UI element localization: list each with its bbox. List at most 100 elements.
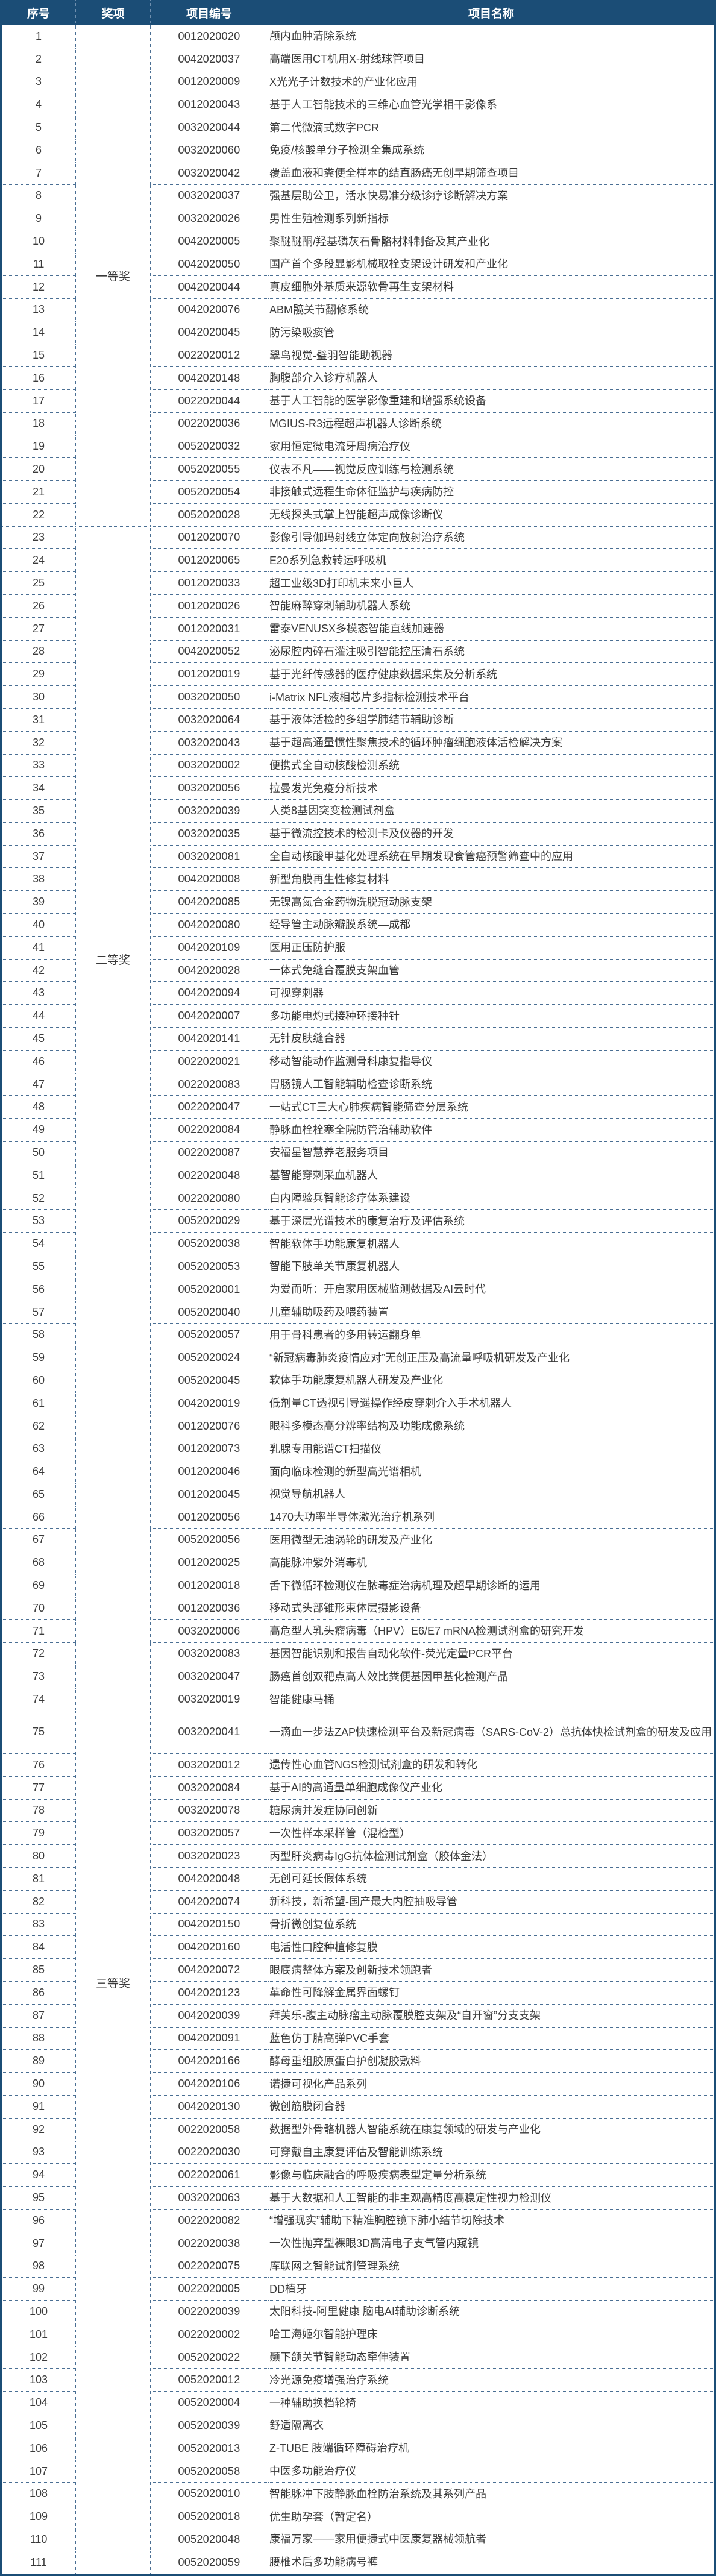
project-code: 0052020048 xyxy=(150,2528,268,2551)
project-code: 0042020037 xyxy=(150,48,268,71)
project-name: 遗传性心血管NGS检测试剂盒的研发和转化 xyxy=(268,1753,715,1777)
project-name: 基因智能识别和报告自动化软件-荧光定量PCR平台 xyxy=(268,1642,715,1666)
project-code: 0052020053 xyxy=(150,1255,268,1278)
project-code: 0042020085 xyxy=(150,890,268,914)
row-number: 56 xyxy=(1,1278,76,1301)
project-code: 0022020036 xyxy=(150,412,268,436)
table-row: 10 0042020005 聚醚醚酮/羟基磷灰石骨骼材料制备及其产业化 xyxy=(1,230,715,253)
table-row: 20 0052020055 仪表不凡——视觉反应训练与检测系统 xyxy=(1,457,715,481)
row-number: 33 xyxy=(1,754,76,778)
project-name: 为爱而听：开启家用医械监测数据及AI云时代 xyxy=(268,1278,715,1301)
row-number: 9 xyxy=(1,207,76,231)
project-name: 覆盖血液和粪便全样本的结直肠癌无创早期筛查项目 xyxy=(268,162,715,185)
project-name: 防污染吸痰管 xyxy=(268,321,715,345)
project-name: 基智能穿刺采血机器人 xyxy=(268,1164,715,1187)
project-code: 0012020036 xyxy=(150,1597,268,1620)
table-row: 42 0042020028 一体式免缝合覆膜支架血管 xyxy=(1,959,715,982)
row-number: 102 xyxy=(1,2346,76,2369)
project-code: 0032020019 xyxy=(150,1688,268,1711)
project-code: 0052020022 xyxy=(150,2346,268,2369)
project-code: 0022020082 xyxy=(150,2209,268,2232)
project-code: 0052020013 xyxy=(150,2437,268,2460)
project-code: 0012020073 xyxy=(150,1437,268,1461)
header-name: 项目名称 xyxy=(268,0,715,25)
row-number: 7 xyxy=(1,162,76,185)
table-row: 76 0032020012 遗传性心血管NGS检测试剂盒的研发和转化 xyxy=(1,1753,715,1777)
project-code: 0052020018 xyxy=(150,2505,268,2529)
project-code: 0022020038 xyxy=(150,2232,268,2255)
project-code: 0022020021 xyxy=(150,1050,268,1073)
table-row: 47 0022020083 胃肠镜人工智能辅助检查诊断系统 xyxy=(1,1073,715,1096)
table-row: 96 0022020082 “增强现实”辅助下精准胸腔镜下肺小结节切除技术 xyxy=(1,2209,715,2232)
project-code: 0032020043 xyxy=(150,731,268,755)
project-code: 0042020045 xyxy=(150,321,268,345)
project-name: 非接触式远程生命体征监护与疾病防控 xyxy=(268,480,715,504)
project-name: DD植牙 xyxy=(268,2277,715,2301)
table-row: 102 0052020022 颞下颌关节智能动态牵伸装置 xyxy=(1,2346,715,2369)
project-code: 0012020018 xyxy=(150,1574,268,1597)
row-number: 100 xyxy=(1,2300,76,2323)
project-name: 一种辅助换档轮椅 xyxy=(268,2391,715,2415)
table-row: 27 0012020031 雷泰VENUSX多模态智能直线加速器 xyxy=(1,617,715,641)
project-name: 基于人工智能的医学影像重建和增强系统设备 xyxy=(268,389,715,413)
project-code: 0012020076 xyxy=(150,1415,268,1438)
award-level: 三等奖 xyxy=(75,1392,151,2575)
row-number: 86 xyxy=(1,1981,76,2005)
project-name: 诺捷可视化产品系列 xyxy=(268,2072,715,2096)
row-number: 84 xyxy=(1,1935,76,1959)
row-number: 79 xyxy=(1,1821,76,1846)
project-name: 翠鸟视觉-璧羽智能助视器 xyxy=(268,344,715,367)
table-row: 25 0012020033 超工业级3D打印机未来小巨人 xyxy=(1,571,715,595)
table-row: 91 0042020130 微创筋膜闭合器 xyxy=(1,2095,715,2119)
project-code: 0032020006 xyxy=(150,1619,268,1643)
project-code: 0012020043 xyxy=(150,93,268,117)
project-code: 0042020044 xyxy=(150,275,268,299)
project-name: 家用恒定微电流牙周病治疗仪 xyxy=(268,435,715,459)
project-code: 0052020056 xyxy=(150,1528,268,1552)
project-code: 0022020061 xyxy=(150,2163,268,2187)
table-row: 63 0012020073 乳腺专用能谱CT扫描仪 xyxy=(1,1437,715,1461)
table-row: 106 0052020013 Z-TUBE 肢端循环障碍治疗机 xyxy=(1,2437,715,2460)
award-level: 二等奖 xyxy=(75,526,151,1392)
row-number: 89 xyxy=(1,2049,76,2073)
table-row: 73 0032020047 肠癌首创双靶点高人效比粪便基因甲基化检测产品 xyxy=(1,1665,715,1689)
project-code: 0022020047 xyxy=(150,1095,268,1119)
row-number: 64 xyxy=(1,1460,76,1483)
project-name: 高端医用CT机用X-射线球管项目 xyxy=(268,48,715,71)
project-name: MGIUS-R3远程超声机器人诊断系统 xyxy=(268,412,715,436)
project-name: 视觉导航机器人 xyxy=(268,1483,715,1506)
project-name: 移动智能动作监测骨科康复指导仪 xyxy=(268,1050,715,1073)
project-name: 静脉血栓栓塞全院防管治辅助软件 xyxy=(268,1118,715,1142)
project-name: 智能软体手功能康复机器人 xyxy=(268,1232,715,1256)
table-row: 67 0052020056 医用微型无油涡轮的研发及产业化 xyxy=(1,1528,715,1552)
project-name: 无创可延长假体系统 xyxy=(268,1867,715,1891)
project-name: 基于液体活检的多组学肺结节辅助诊断 xyxy=(268,708,715,732)
project-code: 0022020044 xyxy=(150,389,268,413)
table-row: 50 0022020087 安福星智慧养老服务项目 xyxy=(1,1141,715,1164)
project-name: 新科技，新希望-国产最大内腔抽吸导管 xyxy=(268,1890,715,1914)
table-row: 32 0032020043 基于超高通量惯性聚焦技术的循环肿瘤细胞液体活检解决方案 xyxy=(1,731,715,755)
row-number: 98 xyxy=(1,2255,76,2278)
table-row: 79 0032020057 一次性样本采样管（混检型） xyxy=(1,1821,715,1846)
row-number: 111 xyxy=(1,2551,76,2575)
project-code: 0052020038 xyxy=(150,1232,268,1256)
table-row: 37 0032020081 全自动核酸甲基化处理系统在早期发现食管癌预警筛查中的应用 xyxy=(1,845,715,869)
table-row: 8 0032020037 强基层助公卫，活水快易准分级诊疗诊断解决方案 xyxy=(1,184,715,208)
project-name: 白内障验兵智能诊疗体系建设 xyxy=(268,1187,715,1210)
table-row: 13 0042020076 ABM髋关节翻修系统 xyxy=(1,298,715,322)
project-name: 一体式免缝合覆膜支架血管 xyxy=(268,959,715,982)
project-name: 影像引导伽玛射线立体定向放射治疗系统 xyxy=(268,526,715,550)
row-number: 110 xyxy=(1,2528,76,2551)
row-number: 68 xyxy=(1,1551,76,1575)
row-number: 29 xyxy=(1,662,76,686)
row-number: 77 xyxy=(1,1776,76,1800)
table-row: 93 0022020030 可穿戴自主康复评估及智能训练系统 xyxy=(1,2141,715,2164)
project-name: 中医多功能治疗仪 xyxy=(268,2460,715,2483)
project-name: 儿童辅助吸药及喂药装置 xyxy=(268,1301,715,1324)
project-name: 真皮细胞外基质来源软骨再生支架材料 xyxy=(268,275,715,299)
project-code: 0032020057 xyxy=(150,1821,268,1846)
project-name: 无线探头式掌上智能超声成像诊断仪 xyxy=(268,503,715,527)
row-number: 73 xyxy=(1,1665,76,1689)
project-code: 0032020039 xyxy=(150,799,268,823)
project-code: 0032020023 xyxy=(150,1844,268,1868)
